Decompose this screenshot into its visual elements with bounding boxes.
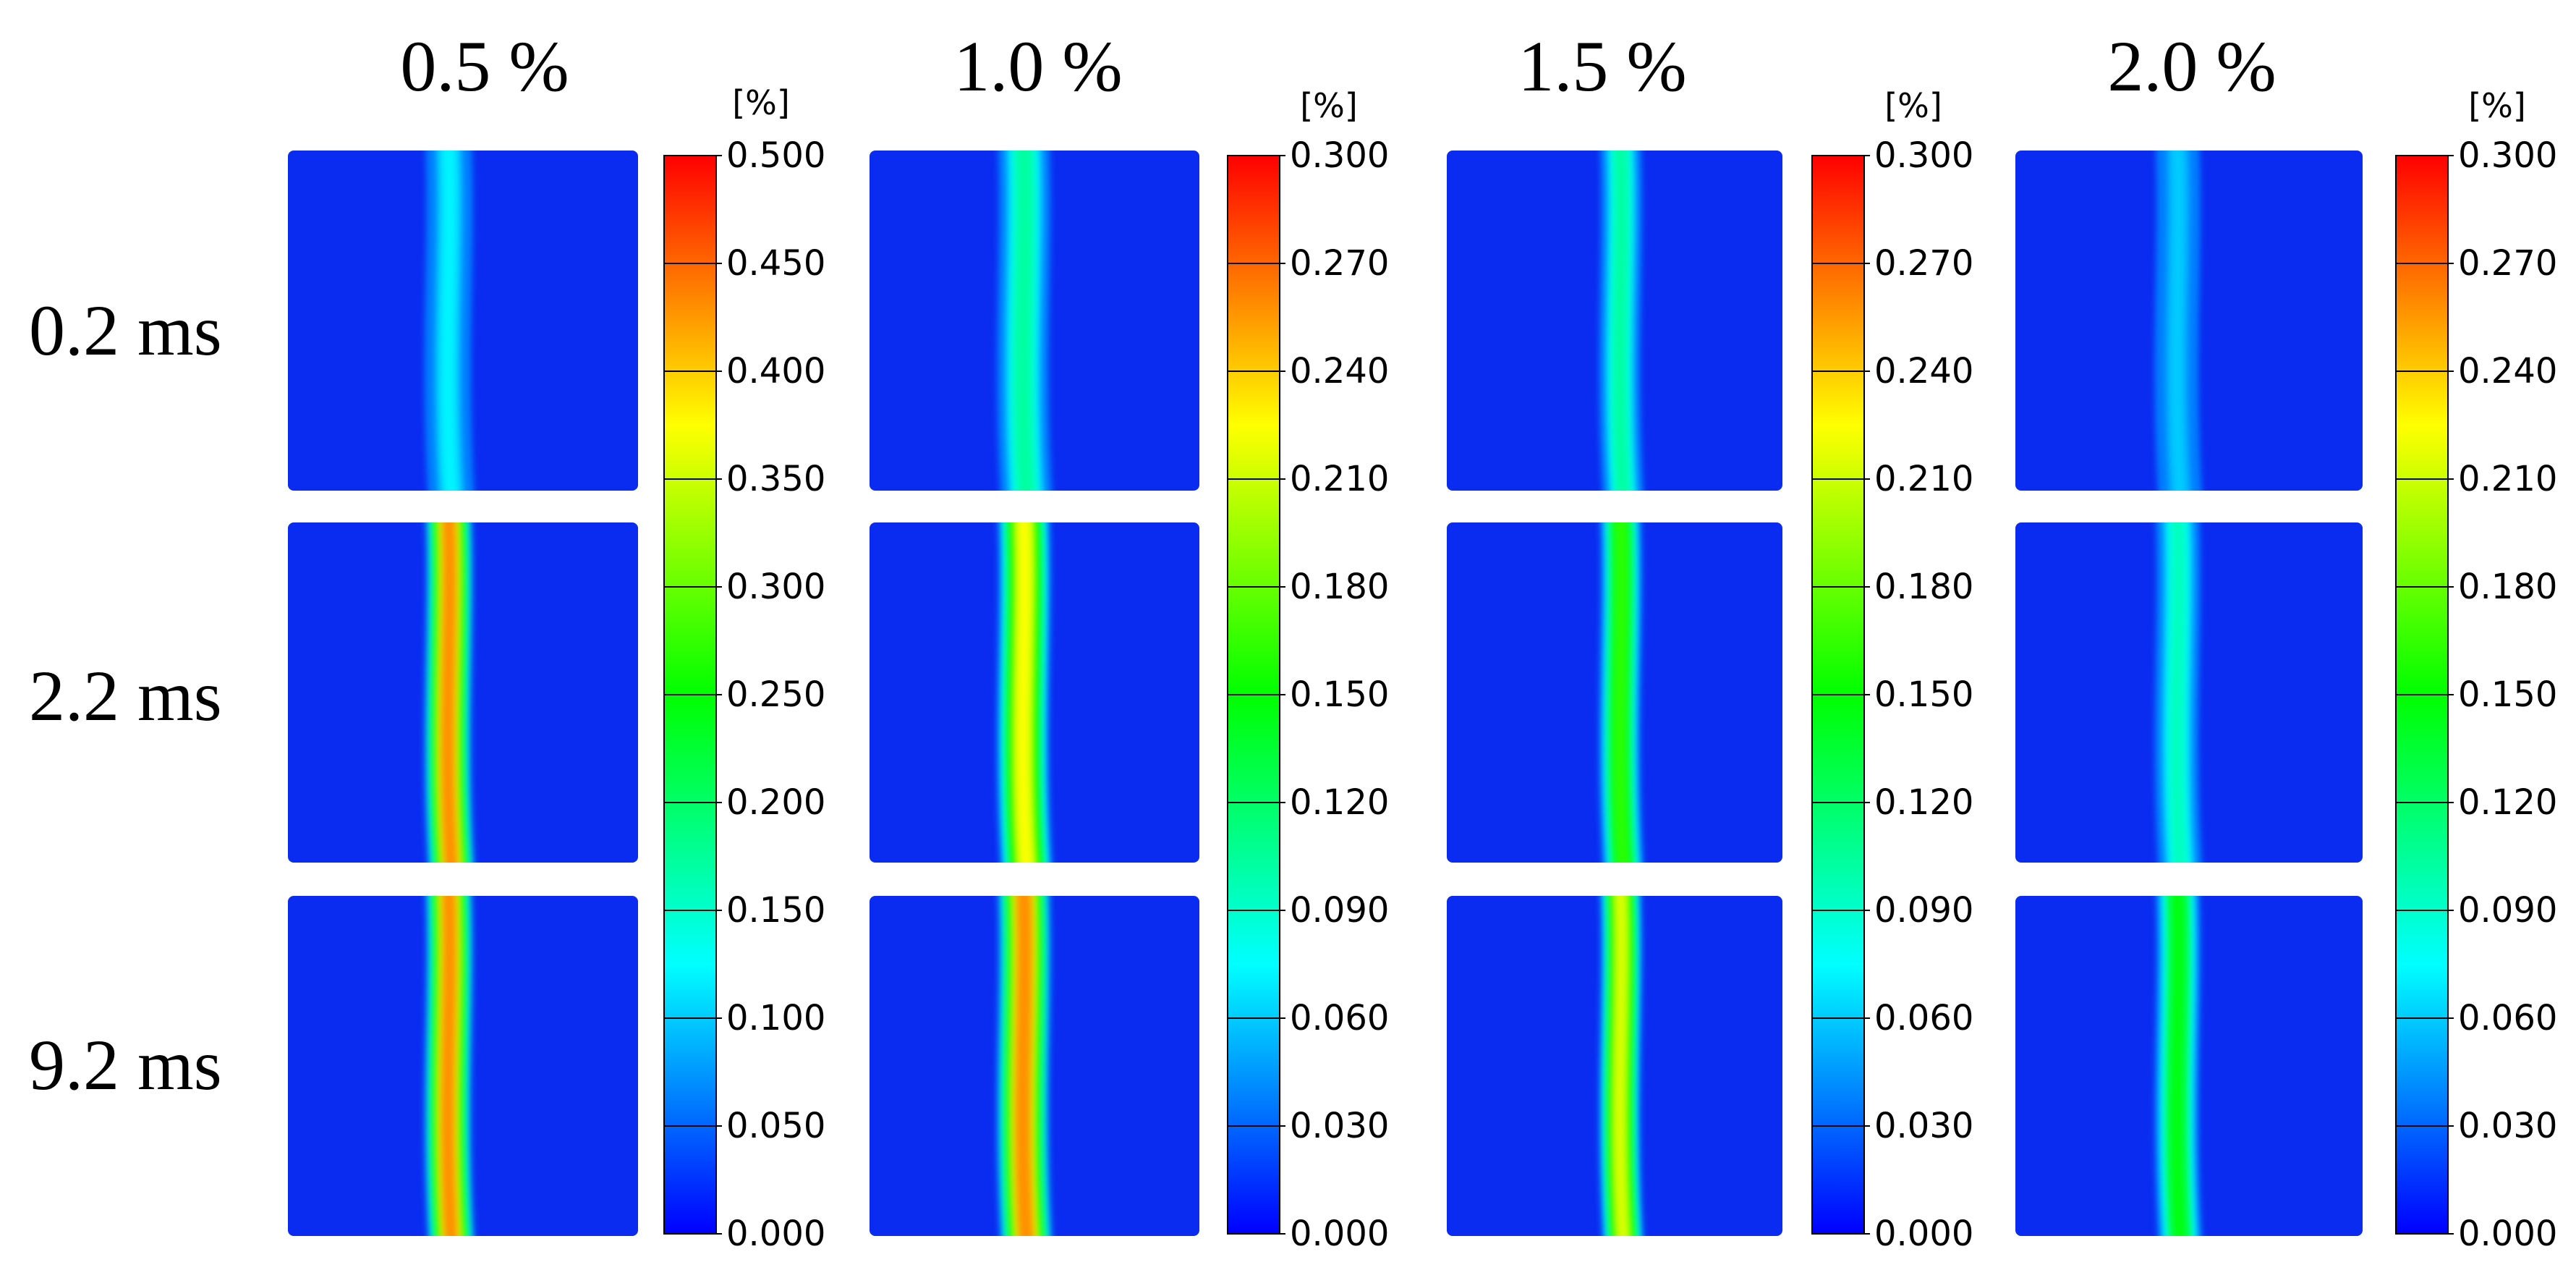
colorbar-tick-label: 0.210 bbox=[1874, 459, 1973, 499]
colorbar-tick-label: 0.050 bbox=[726, 1106, 825, 1146]
colorbar-tick-label: 0.000 bbox=[2458, 1214, 2557, 1254]
colorbar-tick-label: 0.150 bbox=[1290, 674, 1389, 715]
contour-panel-r1-c1 bbox=[870, 522, 1199, 863]
colorbar-tick-label: 0.270 bbox=[2458, 243, 2557, 284]
contour-panel-r0-c2 bbox=[1447, 151, 1782, 491]
colorbar-tick-label: 0.400 bbox=[726, 351, 825, 391]
colorbar-tick-label: 0.270 bbox=[1874, 243, 1973, 284]
colorbar-tick-label: 0.120 bbox=[1874, 782, 1973, 823]
contour-panel-r1-c3 bbox=[2015, 522, 2363, 863]
strain-band-layer bbox=[2169, 522, 2188, 863]
contour-panel-r2-c3 bbox=[2015, 896, 2363, 1236]
colorbar-tick-label: 0.210 bbox=[2458, 459, 2557, 499]
strain-band-layer bbox=[1014, 522, 1035, 863]
colorbar-tick-label: 0.250 bbox=[726, 674, 825, 715]
colorbar-tick-label: 0.030 bbox=[1874, 1106, 1973, 1146]
colorbar-2: 0.300 0.270 0.240 0.210 0.180 0.150 0.120 0.090… bbox=[1811, 135, 1973, 1254]
colorbar-tick-label: 0.240 bbox=[1290, 351, 1389, 391]
colorbar-tick-label: 0.150 bbox=[2458, 674, 2557, 715]
contour-panel-r1-c0 bbox=[288, 522, 638, 863]
contour-panel-r0-c0 bbox=[288, 151, 638, 491]
contour-panel-r1-c2 bbox=[1447, 522, 1782, 863]
colorbar-0: 0.500 0.450 0.400 0.350 0.300 0.250 0.200 0.150… bbox=[663, 135, 825, 1254]
colorbar-tick-label: 0.000 bbox=[1874, 1214, 1973, 1254]
colorbar-tick-label: 0.060 bbox=[1290, 998, 1389, 1038]
colorbar-tick-label: 0.240 bbox=[1874, 351, 1973, 391]
contour-panel-r2-c1 bbox=[870, 896, 1199, 1236]
colorbar-tick-label: 0.300 bbox=[2458, 135, 2557, 176]
colorbar-tick-label: 0.060 bbox=[1874, 998, 1973, 1038]
contour-panel-r0-c1 bbox=[870, 151, 1199, 491]
column-title-1.0: 1.0 % bbox=[953, 26, 1122, 106]
colorbar-tick-label: 0.300 bbox=[726, 567, 825, 607]
strain-band-layer bbox=[2169, 151, 2188, 491]
contour-panel-r2-c0 bbox=[288, 896, 638, 1236]
colorbar-tick-label: 0.090 bbox=[1290, 890, 1389, 931]
colorbars: 0.500 0.450 0.400 0.350 0.300 0.250 0.200 0.150… bbox=[663, 135, 2557, 1254]
colorbar-tick-label: 0.300 bbox=[1290, 135, 1389, 176]
colorbar-tick-label: 0.090 bbox=[2458, 890, 2557, 931]
colorbar-tick-label: 0.200 bbox=[726, 782, 825, 823]
colorbar-tick-label: 0.270 bbox=[1290, 243, 1389, 284]
colorbar-3: 0.300 0.270 0.240 0.210 0.180 0.150 0.120 0.090… bbox=[2395, 135, 2557, 1254]
colorbar-tick-label: 0.120 bbox=[2458, 782, 2557, 823]
colorbar-tick-label: 0.180 bbox=[2458, 567, 2557, 607]
strain-band-layer bbox=[1613, 151, 1630, 491]
column-title-2.0: 2.0 % bbox=[2107, 26, 2276, 106]
colorbar-tick-label: 0.100 bbox=[726, 998, 825, 1038]
colorbar-tick-label: 0.300 bbox=[1874, 135, 1973, 176]
strain-band-layer bbox=[1613, 522, 1630, 863]
colorbar-tick-label: 0.180 bbox=[1874, 567, 1973, 607]
colorbar-1: 0.300 0.270 0.240 0.210 0.180 0.150 0.120 0.090… bbox=[1227, 135, 1389, 1254]
strain-band-layer bbox=[441, 522, 459, 863]
colorbar-tick-label: 0.090 bbox=[1874, 890, 1973, 931]
strain-band-layer bbox=[441, 896, 459, 1236]
strain-band-layer bbox=[2169, 896, 2188, 1236]
strain-band-layer bbox=[1613, 896, 1630, 1236]
strain-band-layer bbox=[1014, 896, 1035, 1236]
colorbar-unit-2: [%] bbox=[1884, 86, 1942, 125]
colorbar-unit-1: [%] bbox=[1300, 86, 1358, 125]
colorbar-tick-label: 0.350 bbox=[726, 459, 825, 499]
contour-panel-r0-c3 bbox=[2015, 151, 2363, 491]
row-label-2.2ms: 2.2 ms bbox=[29, 656, 222, 736]
colorbar-tick-label: 0.030 bbox=[2458, 1106, 2557, 1146]
colorbar-tick-label: 0.000 bbox=[726, 1214, 825, 1254]
colorbar-tick-label: 0.150 bbox=[726, 890, 825, 931]
contour-panel-r2-c2 bbox=[1447, 896, 1782, 1236]
colorbar-tick-label: 0.240 bbox=[2458, 351, 2557, 391]
colorbar-unit-0: [%] bbox=[732, 83, 790, 122]
colorbar-tick-label: 0.120 bbox=[1290, 782, 1389, 823]
column-title-1.5: 1.5 % bbox=[1518, 26, 1686, 106]
colorbar-unit-3: [%] bbox=[2468, 86, 2526, 125]
row-label-9.2ms: 9.2 ms bbox=[29, 1025, 222, 1105]
strain-band-layer bbox=[1014, 151, 1035, 491]
contour-panels bbox=[288, 151, 2363, 1236]
colorbar-tick-label: 0.450 bbox=[726, 243, 825, 284]
colorbar-tick-label: 0.210 bbox=[1290, 459, 1389, 499]
colorbar-tick-label: 0.150 bbox=[1874, 674, 1973, 715]
colorbar-tick-label: 0.180 bbox=[1290, 567, 1389, 607]
colorbar-tick-label: 0.000 bbox=[1290, 1214, 1389, 1254]
colorbar-tick-label: 0.060 bbox=[2458, 998, 2557, 1038]
colorbar-tick-label: 0.500 bbox=[726, 135, 825, 176]
row-label-0.2ms: 0.2 ms bbox=[29, 290, 222, 371]
strain-band-layer bbox=[441, 151, 459, 491]
column-title-0.5: 0.5 % bbox=[400, 26, 569, 106]
colorbar-tick-label: 0.030 bbox=[1290, 1106, 1389, 1146]
